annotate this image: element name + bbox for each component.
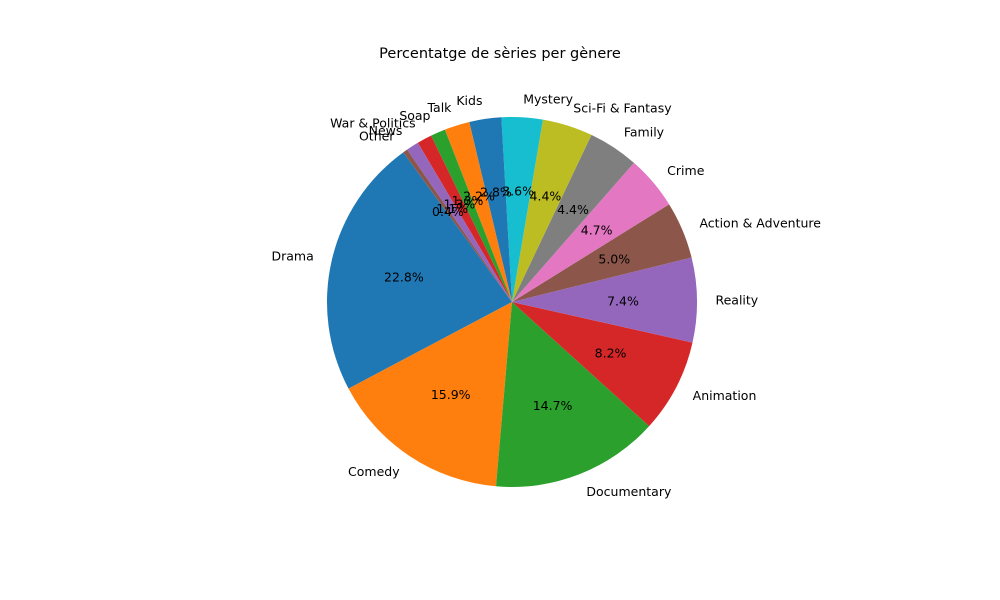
slice-percent-kids: 2.8% [480, 185, 512, 200]
slice-percent-mystery: 3.6% [502, 184, 534, 199]
slice-percent-talk: 2.2% [463, 189, 495, 204]
pie-slice-war-politics [417, 135, 512, 302]
slice-label-drama: Drama [271, 249, 313, 264]
slice-label-other: Other [359, 128, 395, 143]
pie-slice-crime [512, 162, 670, 302]
pie-slice-drama [327, 152, 512, 389]
slice-label-soap: Soap [399, 108, 430, 123]
pie-slice-reality [512, 257, 697, 343]
pie-slice-action-adventure [512, 204, 692, 302]
slice-label-comedy: Comedy [348, 464, 400, 479]
pie-slice-kids [469, 117, 512, 302]
slice-percent-comedy: 15.9% [431, 387, 471, 402]
slice-label-talk: Talk [426, 100, 452, 115]
slice-label-mystery: Mystery [523, 91, 573, 106]
pie-slice-soap [431, 129, 512, 302]
pie-slice-sci-fi-fantasy [512, 119, 592, 302]
pie-slice-comedy [348, 302, 512, 487]
slice-percent-sci-fi-fantasy: 4.4% [530, 189, 562, 204]
slice-percent-drama: 22.8% [384, 269, 424, 284]
slice-label-kids: Kids [456, 93, 482, 108]
slice-label-documentary: Documentary [586, 484, 672, 499]
slice-percent-news: 1.1% [436, 201, 468, 216]
slice-label-family: Family [624, 124, 665, 139]
pie-slice-news [407, 142, 512, 302]
slice-percent-war-politics: 1.3% [444, 197, 476, 212]
slice-percent-soap: 1.3% [452, 193, 484, 208]
slice-label-reality: Reality [715, 292, 758, 307]
pie-slice-family [512, 134, 634, 302]
slice-label-action-adventure: Action & Adventure [699, 215, 821, 230]
pie-slice-mystery [501, 117, 543, 302]
chart-title: Percentatge de sèries per gènere [379, 46, 621, 62]
slice-percent-reality: 7.4% [607, 293, 639, 308]
slice-label-animation: Animation [693, 388, 757, 403]
pie-slice-talk [444, 122, 512, 303]
slice-percent-documentary: 14.7% [533, 398, 573, 413]
slice-label-crime: Crime [667, 163, 705, 178]
slice-label-news: News [369, 123, 403, 138]
slice-percent-crime: 4.7% [581, 223, 613, 238]
slice-percent-other: 0.4% [432, 204, 464, 219]
slice-percent-family: 4.4% [557, 202, 589, 217]
pie-slice-animation [512, 302, 693, 427]
pie-slice-other [403, 149, 512, 302]
slice-percent-action-adventure: 5.0% [598, 251, 630, 266]
slice-label-sci-fi-fantasy: Sci-Fi & Fantasy [573, 100, 672, 115]
pie-slice-documentary [496, 302, 650, 487]
slice-percent-animation: 8.2% [595, 346, 627, 361]
slice-label-war-politics: War & Politics [330, 115, 416, 130]
